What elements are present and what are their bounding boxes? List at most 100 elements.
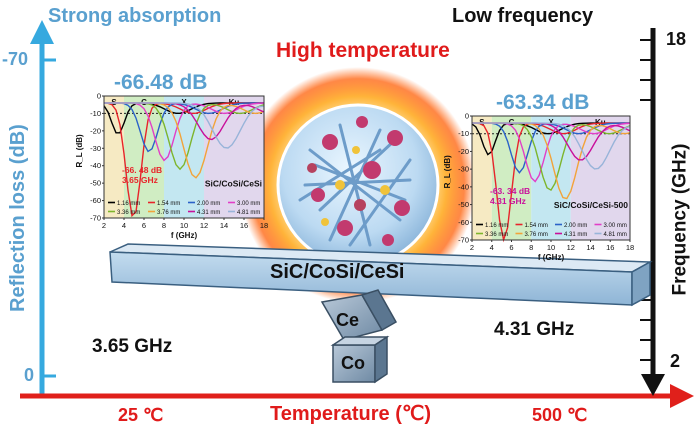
band-region xyxy=(472,116,492,240)
x-tick-label: 4 xyxy=(122,221,126,230)
band-region xyxy=(104,96,124,218)
right-rl-panel: S C X Ku2 4 6 8 10 12 14 16 180-10-20-30-40-50-60-7… xyxy=(443,112,634,263)
x-tick-label: 12 xyxy=(200,221,208,230)
legend-entry: 3.00 mm xyxy=(237,201,260,207)
x-tick-label: 8 xyxy=(529,243,533,252)
nanowire-network xyxy=(298,123,412,247)
nanoparticles xyxy=(307,116,410,246)
x-tick-label: 6 xyxy=(509,243,513,252)
legend-entry: 4.81 mm xyxy=(237,210,260,216)
beam-end-face xyxy=(631,260,651,307)
x-tick-label: 2 xyxy=(102,221,106,230)
y-axis-label: R_L (dB) xyxy=(75,134,84,168)
y-tick-label: -40 xyxy=(90,161,101,170)
bottom-axis-left-tick: 25 ℃ xyxy=(118,405,164,425)
y-tick-label: -60 xyxy=(90,196,101,205)
left-axis-arrowhead xyxy=(30,20,54,44)
left-axis-top-tick: -70 xyxy=(2,49,29,69)
x-tick-label: 12 xyxy=(567,243,575,252)
rl-curve xyxy=(104,102,265,149)
sphere xyxy=(276,103,440,267)
left-frequency-value: 3.65 GHz xyxy=(92,336,173,357)
x-axis-label: f (GHz) xyxy=(171,231,198,240)
left-peak-rl-title: -66.48 dB xyxy=(114,71,208,94)
sample-name: SiC/CoSi/CeSi-500 xyxy=(554,200,628,210)
low-frequency-title: Low frequency xyxy=(452,5,594,27)
strong-absorption-title: Strong absorption xyxy=(48,5,222,27)
y-tick-label: -30 xyxy=(458,165,469,174)
right-axis-arrowhead xyxy=(641,374,665,396)
x-tick-label: 14 xyxy=(586,243,594,252)
y-tick-label: 0 xyxy=(97,92,101,101)
legend-entry: 1.54 mm xyxy=(157,201,180,207)
left-axis-bottom-tick: 0 xyxy=(24,365,35,385)
co-label: Co xyxy=(341,353,365,373)
peak-rl-annotation: -66. 48 dB xyxy=(122,165,162,175)
co-block-side xyxy=(374,335,388,384)
bottom-axis-title: Temperature (℃) xyxy=(270,403,432,425)
legend-entry: 1.54 mm xyxy=(525,223,548,229)
band-region xyxy=(570,116,630,240)
x-tick-label: 18 xyxy=(626,243,634,252)
x-tick-label: 14 xyxy=(220,221,228,230)
right-frequency-value: 4.31 GHz xyxy=(494,319,575,340)
peak-rl-annotation: -63. 34 dB xyxy=(490,186,530,196)
left-axis-title: Reflection loss (dB) xyxy=(7,124,29,312)
legend-entry: 3.00 mm xyxy=(604,223,627,229)
peak-frequency-annotation: 4.31 GHz xyxy=(490,196,526,206)
y-tick-label: -20 xyxy=(458,147,469,156)
ce-block-side xyxy=(360,289,398,332)
rl-curve xyxy=(104,102,264,153)
bottom-axis-right-tick: 500 ℃ xyxy=(532,405,588,425)
legend-entry: 3.36 mm xyxy=(117,210,140,216)
x-tick-label: 10 xyxy=(547,243,555,252)
x-tick-label: 6 xyxy=(142,221,146,230)
right-peak-rl-title: -63.34 dB xyxy=(496,91,590,114)
beam-label: SiC/CoSi/CeSi xyxy=(270,261,405,283)
y-tick-label: -40 xyxy=(458,182,469,191)
x-tick-label: 18 xyxy=(260,221,268,230)
band-region xyxy=(491,116,532,240)
right-axis-bottom-tick: 2 xyxy=(670,351,681,371)
sample-name: SiC/CoSi/CeSi xyxy=(205,178,262,188)
legend-entry: 2.00 mm xyxy=(564,223,587,229)
left-rl-panel: S C X Ku2 4 6 8 10 12 14 16 180-10-20-30-40-50-60-7… xyxy=(75,92,268,241)
peak-frequency-annotation: 3.65 GHz xyxy=(122,175,158,185)
y-tick-label: -60 xyxy=(458,218,469,227)
band-region xyxy=(124,96,164,218)
y-tick-label: -10 xyxy=(90,109,101,118)
legend-entry: 4.81 mm xyxy=(604,232,627,238)
legend-entry: 3.76 mm xyxy=(525,232,548,238)
band-label: X xyxy=(181,98,187,107)
rl-curve xyxy=(472,122,630,174)
band-region xyxy=(164,96,204,218)
rl-curve xyxy=(471,122,630,243)
x-tick-label: 10 xyxy=(180,221,188,230)
ce-label: Ce xyxy=(336,310,360,330)
legend-entry: 1.16 mm xyxy=(485,223,508,229)
y-tick-label: -20 xyxy=(90,126,101,135)
x-tick-label: 8 xyxy=(162,221,166,230)
right-axis-title: Frequency (GHz) xyxy=(669,143,691,296)
legend-entry: 2.00 mm xyxy=(197,201,220,207)
y-tick-label: -10 xyxy=(458,129,469,138)
rl-curve xyxy=(472,122,631,170)
x-axis-label: f (GHz) xyxy=(538,253,565,262)
y-tick-label: -50 xyxy=(90,179,101,188)
y-tick-label: 0 xyxy=(465,112,469,121)
high-temperature-title: High temperature xyxy=(276,39,450,62)
legend-entry: 1.16 mm xyxy=(117,201,140,207)
bottom-axis-arrowhead xyxy=(670,384,694,408)
right-axis-ticks xyxy=(640,39,653,361)
y-tick-label: -30 xyxy=(90,144,101,153)
legend-entry: 4.31 mm xyxy=(197,210,220,216)
x-tick-label: 16 xyxy=(240,221,248,230)
legend-entry: 4.31 mm xyxy=(564,232,587,238)
band-label: X xyxy=(548,118,554,127)
right-axis-top-tick: 18 xyxy=(666,29,687,49)
band-region xyxy=(204,96,264,218)
x-tick-label: 16 xyxy=(606,243,614,252)
y-tick-label: -70 xyxy=(458,236,469,245)
